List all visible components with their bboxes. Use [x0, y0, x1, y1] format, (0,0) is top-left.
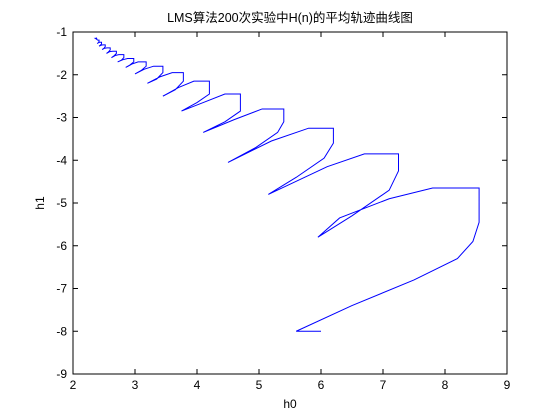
y-axis-label: h1: [33, 196, 47, 210]
x-tick-label: 5: [256, 378, 263, 392]
y-tick-label: -9: [56, 367, 67, 381]
x-tick-label: 4: [194, 378, 201, 392]
plot-area: [72, 31, 508, 375]
x-tick-label: 8: [442, 378, 449, 392]
trajectory-line: [93, 37, 480, 332]
x-tick-label: 3: [132, 378, 139, 392]
y-tick-label: -6: [56, 239, 67, 253]
y-tick-label: -5: [56, 196, 67, 210]
y-tick-label: -3: [56, 111, 67, 125]
y-tick-label: -2: [56, 68, 67, 82]
y-tick-label: -1: [56, 25, 67, 39]
y-tick-label: -7: [56, 282, 67, 296]
y-tick-label: -8: [56, 324, 67, 338]
x-tick-label: 2: [70, 378, 77, 392]
x-tick-label: 9: [504, 378, 511, 392]
x-axis-label: h0: [283, 397, 297, 411]
x-tick-label: 6: [318, 378, 325, 392]
y-tick-label: -4: [56, 153, 67, 167]
series-layer: [93, 37, 480, 332]
ticks-layer: 2 3 4 5 6 7 8 9 -1 -2 -3 -4 -5 -6 -7 -8 -9: [56, 25, 510, 392]
chart-title: LMS算法200次实验中H(n)的平均轨迹曲线图: [167, 10, 413, 25]
x-tick-label: 7: [380, 378, 387, 392]
